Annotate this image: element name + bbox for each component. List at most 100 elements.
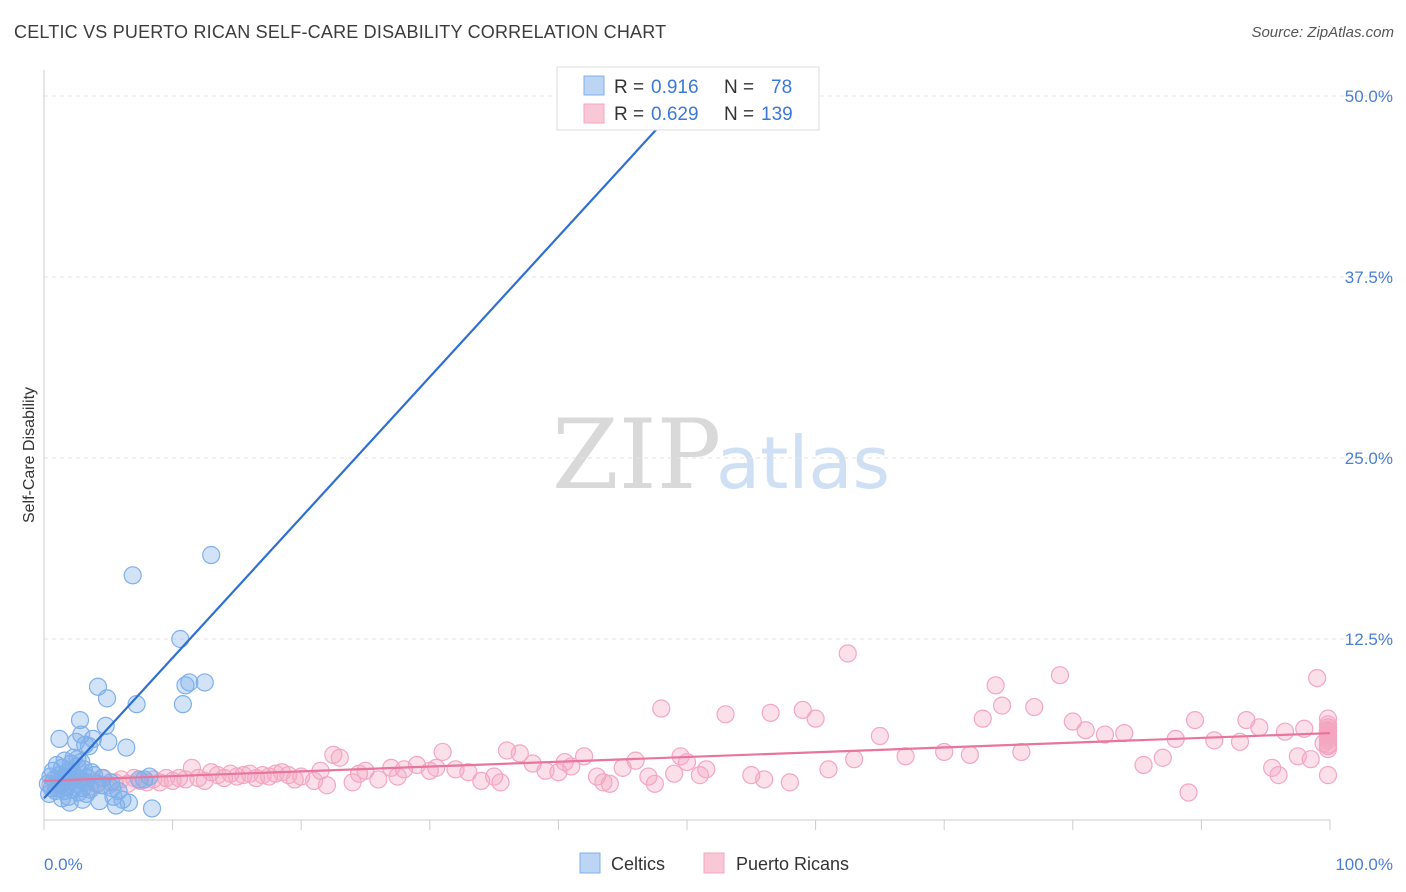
y-tick-label: 12.5%	[1345, 630, 1393, 649]
puerto-ricans-point	[1153, 748, 1172, 767]
stats-r-label-puerto-ricans: R =	[614, 104, 644, 125]
watermark-zip: ZIP	[552, 399, 721, 511]
puerto-ricans-point	[819, 760, 838, 779]
puerto-ricans-point	[317, 776, 337, 795]
legend-label-puerto-ricans: Puerto Ricans	[736, 854, 849, 874]
celtics-point	[123, 566, 142, 585]
puerto-ricans-point	[1012, 742, 1031, 762]
stats-r-label-celtics: R =	[614, 77, 644, 98]
watermark-atlas: atlas	[716, 421, 890, 505]
celtics-point	[171, 629, 190, 649]
y-tick-label: 50.0%	[1345, 87, 1393, 106]
celtics-point	[180, 673, 199, 692]
x-tick-max: 100.0%	[1335, 855, 1393, 874]
puerto-ricans-point	[645, 774, 664, 793]
trend-lines	[43, 95, 1331, 800]
celtics-point	[99, 732, 118, 751]
celtics-point	[119, 793, 138, 812]
puerto-ricans-point	[169, 768, 189, 788]
legend-label-celtics: Celtics	[611, 854, 665, 874]
puerto-ricans-point	[356, 761, 375, 780]
puerto-ricans-point	[806, 709, 825, 728]
series-legend: Celtics Puerto Ricans	[579, 852, 849, 874]
y-axis-label: Self-Care Disability	[21, 387, 38, 523]
puerto-ricans-point	[433, 742, 452, 762]
puerto-ricans-point	[973, 709, 992, 728]
celtics-point	[97, 689, 117, 708]
puerto-ricans-point	[793, 700, 812, 720]
puerto-ricans-point	[1076, 721, 1095, 740]
puerto-ricans-point	[1318, 721, 1338, 740]
axes	[43, 70, 1331, 830]
legend-swatch-celtics	[579, 852, 601, 874]
puerto-ricans-trend-line	[43, 732, 1331, 783]
celtics-point	[82, 763, 101, 782]
stats-n-label-puerto-ricans: N =	[724, 104, 754, 125]
puerto-ricans-point	[1134, 755, 1153, 775]
celtics-point	[50, 729, 69, 749]
puerto-ricans-point	[1063, 712, 1082, 731]
celtics-point	[103, 779, 122, 798]
puerto-ricans-point	[896, 747, 915, 766]
x-tick-min: 0.0%	[44, 855, 83, 874]
celtics-point	[96, 716, 115, 735]
stats-n-puerto-ricans: 139	[761, 104, 793, 125]
celtics-point	[73, 790, 92, 809]
puerto-ricans-point	[491, 773, 510, 792]
celtics-point	[68, 750, 87, 769]
stats-r-celtics: 0.916	[651, 77, 699, 98]
puerto-ricans-point	[761, 703, 780, 722]
stats-legend: R = 0.916 N = 78 R = 0.629 N = 139	[556, 66, 820, 131]
puerto-ricans-point	[639, 767, 658, 786]
watermark: ZIP atlas	[552, 399, 890, 511]
source-credit: Source: ZipAtlas.com	[1251, 24, 1394, 41]
y-tick-labels: 12.5% 25.0% 37.5% 50.0%	[1345, 87, 1393, 649]
celtics-trend-line	[43, 95, 688, 800]
stats-legend-swatch-puerto-ricans	[583, 103, 605, 124]
celtics-point	[142, 799, 162, 818]
puerto-ricans-point	[330, 748, 349, 767]
puerto-ricans-point	[1025, 697, 1044, 717]
puerto-ricans-point	[986, 676, 1005, 695]
gridlines	[44, 95, 1395, 640]
puerto-ricans-point	[626, 751, 645, 770]
puerto-ricans-point	[1250, 718, 1269, 737]
chart-title: CELTIC VS PUERTO RICAN SELF-CARE DISABIL…	[14, 22, 667, 42]
puerto-ricans-point	[780, 773, 799, 792]
puerto-ricans-point	[1185, 710, 1205, 730]
celtics-point	[83, 729, 102, 749]
puerto-ricans-point	[755, 770, 774, 789]
celtics-point	[202, 545, 221, 565]
puerto-ricans-point	[838, 644, 857, 663]
puerto-ricans-point	[935, 742, 954, 762]
puerto-ricans-point	[1275, 722, 1295, 741]
legend-swatch-puerto-ricans	[703, 852, 725, 874]
puerto-ricans-point	[594, 773, 613, 792]
puerto-ricans-point	[369, 770, 388, 789]
puerto-ricans-point	[1095, 725, 1115, 744]
puerto-ricans-point	[652, 699, 671, 718]
puerto-ricans-point	[1308, 668, 1327, 688]
stats-legend-swatch-celtics	[583, 75, 605, 96]
celtics-points	[38, 545, 221, 818]
celtics-point	[117, 738, 136, 757]
puerto-ricans-point	[1269, 766, 1288, 785]
y-tick-label: 25.0%	[1345, 449, 1393, 468]
puerto-ricans-point	[1301, 750, 1320, 769]
celtics-point	[55, 781, 74, 801]
puerto-ricans-point	[870, 726, 890, 746]
puerto-ricans-points	[41, 644, 1338, 802]
puerto-ricans-point	[1050, 666, 1070, 685]
celtics-point	[195, 673, 214, 692]
puerto-ricans-point	[992, 696, 1012, 715]
puerto-ricans-point	[600, 774, 619, 793]
puerto-ricans-point	[427, 758, 446, 777]
puerto-ricans-point	[1318, 737, 1338, 756]
puerto-ricans-point	[459, 763, 478, 782]
puerto-ricans-point	[1179, 783, 1198, 802]
puerto-ricans-point	[1115, 724, 1134, 743]
puerto-ricans-point	[845, 750, 864, 769]
celtics-point	[130, 770, 149, 789]
y-tick-label: 37.5%	[1345, 268, 1393, 287]
